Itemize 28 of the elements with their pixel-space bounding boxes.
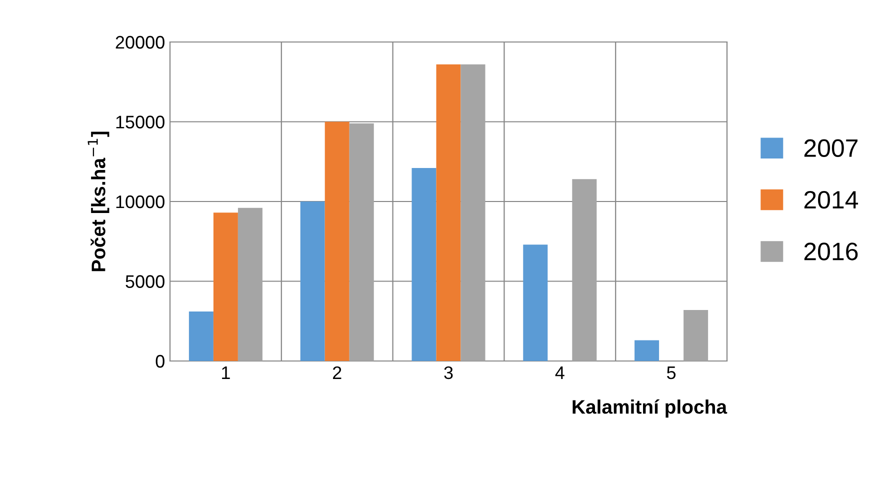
y-tick-label: 15000 xyxy=(116,116,164,128)
x-tick-label: 4 xyxy=(555,366,564,379)
bar xyxy=(572,179,597,361)
bar xyxy=(436,64,461,361)
y-tick-label: 20000 xyxy=(116,36,164,49)
legend-label: 2016 xyxy=(804,242,858,260)
bar xyxy=(684,310,708,361)
legend-label: 2007 xyxy=(804,139,858,157)
bar xyxy=(300,202,325,361)
x-tick-label: 5 xyxy=(667,366,676,380)
bar xyxy=(523,244,548,361)
bar xyxy=(324,122,350,361)
x-tick-label: 3 xyxy=(444,366,453,380)
bar xyxy=(460,64,486,361)
y-axis-title: Počet [ks.ha$^{−1}$] xyxy=(88,132,110,272)
y-tick-label: 0 xyxy=(156,354,164,368)
legend-label: 2014 xyxy=(804,190,858,209)
x-axis-title: Kalamitní plocha xyxy=(572,399,728,418)
x-tick-label: 2 xyxy=(332,366,342,379)
bar xyxy=(349,123,374,361)
bar xyxy=(188,312,214,361)
y-tick-label: 10000 xyxy=(116,195,164,208)
bar xyxy=(634,340,660,361)
y-tick-label: 5000 xyxy=(126,275,164,288)
bar xyxy=(238,208,262,361)
bar xyxy=(412,168,436,361)
x-tick-label: 1 xyxy=(222,366,230,379)
bar xyxy=(213,212,238,361)
